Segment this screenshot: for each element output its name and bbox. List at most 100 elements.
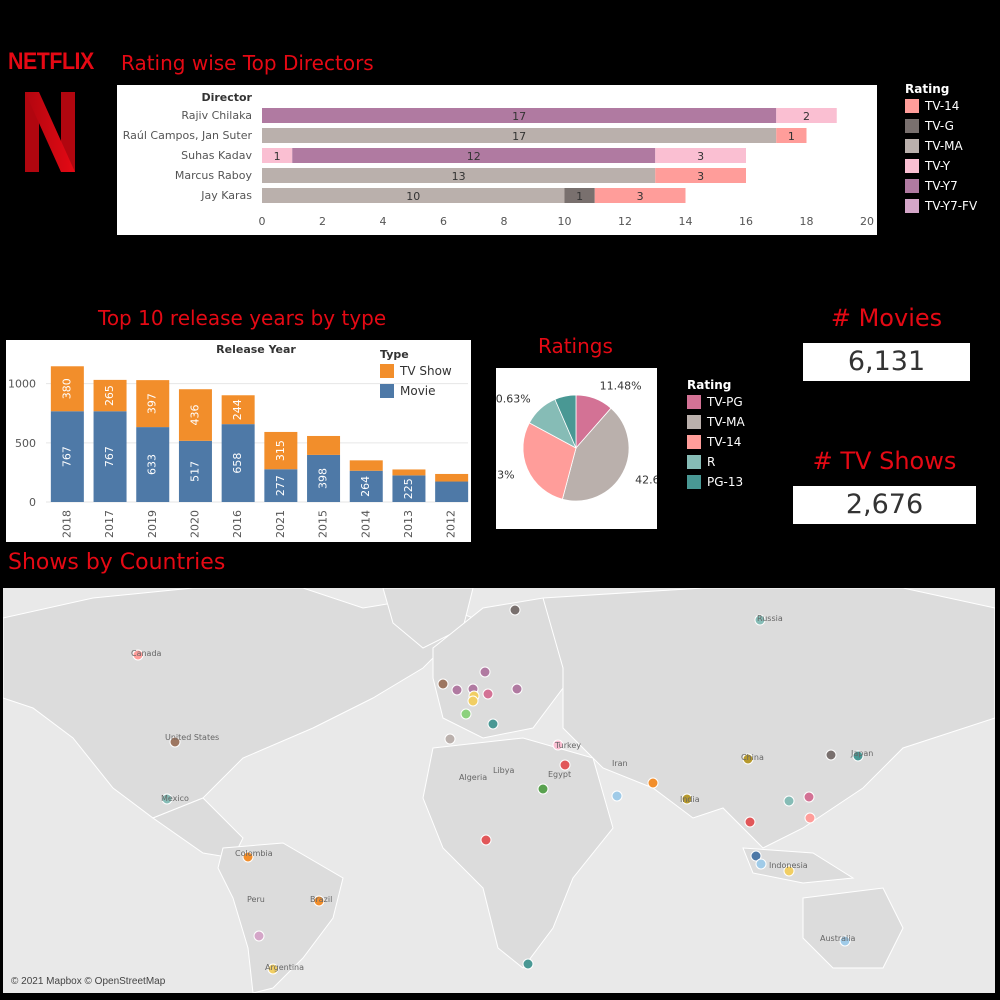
release-bar-segment[interactable] bbox=[136, 380, 170, 428]
pie-slice[interactable] bbox=[561, 407, 630, 502]
director-bar-segment[interactable] bbox=[262, 108, 777, 123]
country-marker[interactable] bbox=[647, 777, 659, 789]
release-bar-segment[interactable] bbox=[349, 460, 383, 471]
rating-legend-item[interactable]: TV-14 bbox=[905, 96, 977, 116]
country-marker[interactable] bbox=[839, 935, 851, 947]
ratings-legend-item[interactable]: TV-PG bbox=[687, 392, 745, 412]
rating-legend-item[interactable]: TV-MA bbox=[905, 136, 977, 156]
ratings-legend-item[interactable]: PG-13 bbox=[687, 472, 745, 492]
country-marker[interactable] bbox=[480, 834, 492, 846]
country-marker[interactable] bbox=[852, 750, 864, 762]
map-place-label: Algeria bbox=[459, 773, 487, 782]
type-legend-item[interactable]: Movie bbox=[380, 381, 452, 401]
release-bar-segment[interactable] bbox=[392, 475, 426, 502]
director-bar-segment[interactable] bbox=[292, 148, 656, 163]
legend-swatch bbox=[905, 179, 919, 193]
director-bar-segment[interactable] bbox=[776, 108, 837, 123]
director-bar-segment[interactable] bbox=[655, 168, 746, 183]
legend-swatch bbox=[687, 475, 701, 489]
director-bar-value: 3 bbox=[697, 150, 704, 163]
release-bar-segment[interactable] bbox=[136, 427, 170, 502]
type-legend-item[interactable]: TV Show bbox=[380, 361, 452, 381]
country-marker[interactable] bbox=[132, 649, 144, 661]
world-map[interactable]: Canada United States Mexico Colombia Brazil P… bbox=[3, 588, 995, 993]
rating-legend-item[interactable]: TV-Y7 bbox=[905, 176, 977, 196]
country-marker[interactable] bbox=[750, 850, 762, 862]
country-marker[interactable] bbox=[253, 930, 265, 942]
director-bar-segment[interactable] bbox=[776, 128, 807, 143]
country-marker[interactable] bbox=[161, 793, 173, 805]
map-place-label: Russia bbox=[757, 614, 783, 623]
country-marker[interactable] bbox=[511, 683, 523, 695]
country-marker[interactable] bbox=[313, 895, 325, 907]
director-bar-value: 13 bbox=[452, 170, 466, 183]
director-bar-value: 1 bbox=[576, 190, 583, 203]
country-marker[interactable] bbox=[169, 736, 181, 748]
country-marker[interactable] bbox=[783, 795, 795, 807]
director-bar-segment[interactable] bbox=[594, 188, 686, 203]
release-bar-segment[interactable] bbox=[178, 389, 212, 441]
release-bar-segment[interactable] bbox=[93, 379, 127, 412]
director-bar-segment[interactable] bbox=[262, 148, 293, 163]
director-bar-segment[interactable] bbox=[655, 148, 746, 163]
map-place-label: Japan bbox=[850, 749, 873, 758]
release-bar-segment[interactable] bbox=[392, 469, 426, 476]
release-bar-segment[interactable] bbox=[349, 470, 383, 502]
country-marker[interactable] bbox=[242, 851, 254, 863]
rating-legend-item[interactable]: TV-Y7-FV bbox=[905, 196, 977, 216]
pie-slice[interactable] bbox=[554, 394, 577, 449]
directors-row-header: Director bbox=[201, 91, 252, 104]
release-bar-segment[interactable] bbox=[221, 424, 255, 502]
country-marker[interactable] bbox=[744, 816, 756, 828]
country-marker[interactable] bbox=[552, 739, 564, 751]
ratings-title: Ratings bbox=[538, 334, 613, 358]
ratings-legend-item[interactable]: TV-MA bbox=[687, 412, 745, 432]
ratings-legend-item[interactable]: TV-14 bbox=[687, 432, 745, 452]
pie-slice[interactable] bbox=[522, 422, 577, 500]
pie-slice-label: 10.63% bbox=[496, 393, 531, 406]
country-marker[interactable] bbox=[479, 666, 491, 678]
country-marker[interactable] bbox=[804, 812, 816, 824]
country-marker[interactable] bbox=[559, 759, 571, 771]
country-marker[interactable] bbox=[681, 793, 693, 805]
release-bar-segment[interactable] bbox=[264, 431, 298, 470]
country-marker[interactable] bbox=[742, 753, 754, 765]
country-marker[interactable] bbox=[451, 684, 463, 696]
director-bar-segment[interactable] bbox=[262, 128, 777, 143]
director-bar-segment[interactable] bbox=[262, 188, 565, 203]
country-marker[interactable] bbox=[522, 958, 534, 970]
release-bar-segment[interactable] bbox=[435, 473, 469, 482]
director-label: Rajiv Chilaka bbox=[181, 109, 252, 122]
rating-legend-item[interactable]: TV-G bbox=[905, 116, 977, 136]
country-marker[interactable] bbox=[444, 733, 456, 745]
country-marker[interactable] bbox=[487, 718, 499, 730]
country-marker[interactable] bbox=[482, 688, 494, 700]
director-bar-value: 12 bbox=[467, 150, 481, 163]
country-marker[interactable] bbox=[783, 865, 795, 877]
country-marker[interactable] bbox=[611, 790, 623, 802]
release-bar-segment[interactable] bbox=[435, 481, 469, 502]
country-marker[interactable] bbox=[537, 783, 549, 795]
release-bar-segment[interactable] bbox=[178, 440, 212, 502]
release-bar-segment[interactable] bbox=[264, 469, 298, 502]
country-marker[interactable] bbox=[755, 858, 767, 870]
country-marker[interactable] bbox=[754, 614, 766, 626]
director-bar-segment[interactable] bbox=[564, 188, 595, 203]
director-label: Jay Karas bbox=[200, 189, 252, 202]
country-marker[interactable] bbox=[460, 708, 472, 720]
country-marker[interactable] bbox=[509, 604, 521, 616]
rating-legend-item[interactable]: TV-Y bbox=[905, 156, 977, 176]
release-bar-segment[interactable] bbox=[307, 454, 341, 502]
ratings-legend-item[interactable]: R bbox=[687, 452, 745, 472]
country-marker[interactable] bbox=[825, 749, 837, 761]
release-bar-segment[interactable] bbox=[93, 411, 127, 502]
country-marker[interactable] bbox=[467, 695, 479, 707]
country-marker[interactable] bbox=[437, 678, 449, 690]
release-bar-segment[interactable] bbox=[221, 395, 255, 425]
release-bar-segment[interactable] bbox=[50, 411, 84, 502]
country-marker[interactable] bbox=[267, 963, 279, 975]
release-bar-segment[interactable] bbox=[50, 366, 84, 412]
country-marker[interactable] bbox=[803, 791, 815, 803]
release-bar-segment[interactable] bbox=[307, 435, 341, 455]
director-bar-segment[interactable] bbox=[262, 168, 656, 183]
